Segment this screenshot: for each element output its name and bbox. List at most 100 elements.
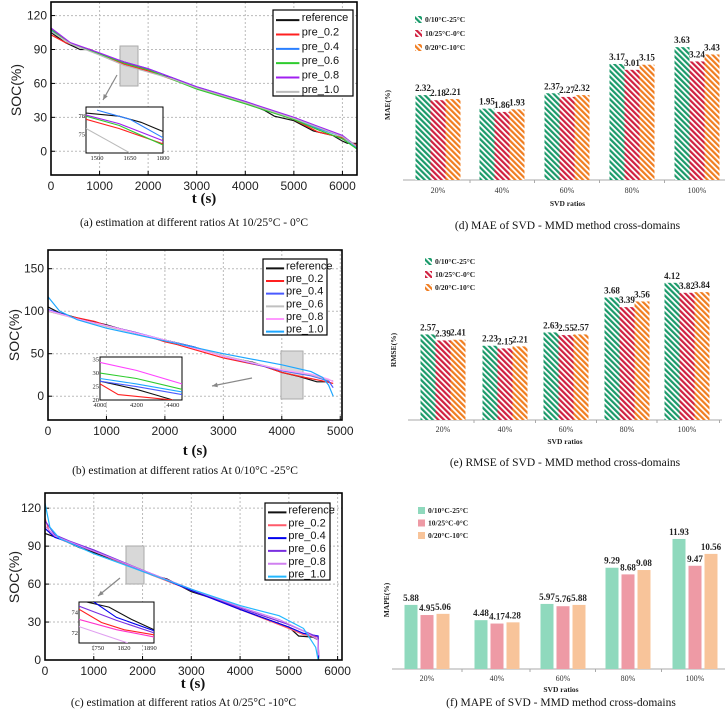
bar-value-label: 2.32 [574, 83, 590, 93]
bar-80%-0 [609, 63, 625, 181]
bar-80%-1 [621, 574, 635, 669]
line-chart-c [44, 492, 343, 661]
bar-value-label: 11.93 [669, 527, 689, 537]
inset-x-tick-label: 4400 [166, 402, 179, 409]
x-tick-label: 60% [560, 186, 575, 195]
line-chart-b [47, 249, 343, 421]
y-tick-label: 90 [28, 539, 42, 553]
bar-value-label: 3.15 [639, 53, 655, 63]
legend-swatch [418, 519, 425, 527]
inset-line [100, 380, 174, 400]
bar-value-label: 4.28 [505, 610, 521, 620]
inset-line [100, 377, 182, 393]
legend [262, 258, 328, 336]
plot-frame [50, 1, 358, 176]
inset-y-tick-label: 78 [79, 113, 86, 120]
bar-60%-1 [556, 606, 570, 669]
inset-line [86, 115, 163, 146]
bar-value-label: 2.55 [558, 323, 574, 333]
x-tick-label: 100% [678, 425, 697, 434]
bar-80%-2 [637, 570, 651, 669]
y-axis-label: MAPE(%) [382, 582, 391, 617]
bar-80%-1 [619, 307, 635, 420]
x-tick-label: 60% [559, 425, 574, 434]
series-line-pre_1.0 [45, 502, 319, 660]
x-tick-label: 5000 [275, 664, 302, 678]
bar-value-label: 9.08 [636, 558, 652, 568]
legend-label: reference [286, 260, 332, 272]
chart-caption: (b) estimation at different ratios At 0/… [72, 465, 298, 477]
inset-line [79, 608, 154, 636]
legend-label: pre_0.6 [288, 543, 325, 555]
x-tick-label: 0 [45, 424, 52, 438]
legend-label: pre_0.6 [302, 55, 339, 67]
y-axis-label: RMSE(%) [389, 332, 398, 367]
inset-line [79, 618, 154, 638]
bar-value-label: 2.63 [543, 320, 559, 330]
bar-40%-0 [479, 108, 495, 180]
chart-caption: (a) estimation at different ratios At 10… [80, 217, 308, 229]
bar-100%-0 [674, 47, 690, 180]
series-line-pre_0.8 [51, 27, 357, 149]
legend [264, 502, 331, 581]
x-tick-label: 40% [495, 186, 510, 195]
bar-value-label: 2.57 [573, 322, 589, 332]
x-tick-label: 40% [490, 674, 505, 683]
bar-value-label: 10.56 [701, 542, 722, 552]
inset-y-tick-label: 25 [93, 384, 100, 391]
bar-value-label: 5.88 [571, 593, 587, 603]
x-tick-label: 20% [431, 186, 446, 195]
legend-label: pre_0.4 [288, 530, 325, 542]
bar-40%-2 [512, 346, 528, 420]
series-line-reference [45, 532, 320, 660]
bar-40%-1 [490, 623, 504, 669]
legend-swatch [425, 258, 432, 265]
x-tick-label: 80% [625, 186, 640, 195]
bar-60%-1 [558, 335, 574, 420]
arrow-head [103, 94, 108, 100]
series-group [51, 27, 357, 153]
bar-80%-0 [604, 297, 620, 420]
x-tick-label: 100% [688, 186, 707, 195]
y-tick-label: 90 [34, 42, 48, 56]
bar-value-label: 2.21 [512, 334, 528, 344]
bar-value-label: 9.29 [604, 556, 620, 566]
x-tick-label: 4000 [227, 664, 254, 678]
bar-100%-2 [704, 54, 720, 180]
bar-value-label: 2.21 [445, 87, 461, 97]
inset-line [86, 114, 163, 142]
legend-swatch [418, 532, 425, 539]
legend-label: 0/20°C-10°C [425, 43, 465, 52]
bar-value-label: 2.57 [420, 322, 436, 332]
bar-60%-1 [559, 96, 575, 180]
bar-value-label: 2.39 [435, 328, 451, 338]
inset-x-tick-label: 4000 [94, 402, 107, 409]
bar-40%-2 [509, 109, 525, 180]
bar-value-label: 9.47 [687, 554, 703, 564]
series-line-pre_1.0 [51, 30, 357, 150]
bar-value-label: 2.23 [482, 334, 498, 344]
inset-line [79, 605, 154, 634]
inset-series [86, 109, 163, 153]
inset-line [100, 372, 182, 390]
legend-label: 0/20°C-10°C [428, 531, 468, 540]
bar-value-label: 3.84 [694, 280, 710, 290]
bar-60%-2 [574, 95, 590, 180]
bar-40%-1 [494, 111, 510, 180]
x-axis-label: SVD ratios [543, 685, 578, 694]
bar-value-label: 2.32 [415, 83, 431, 93]
inset-y-tick-label: 35 [93, 357, 100, 364]
y-tick-label: 0 [37, 389, 44, 403]
line-chart-a [50, 1, 358, 176]
bar-value-label: 1.86 [494, 100, 510, 110]
legend-label: pre_0.8 [286, 311, 323, 323]
legend-label: pre_1.0 [286, 324, 323, 336]
x-tick-label: 3000 [183, 179, 210, 193]
inset-line [100, 361, 182, 385]
inset-x-tick-label: 1500 [91, 155, 104, 162]
x-axis-label: SVD ratios [550, 199, 585, 208]
bar-100%-1 [688, 565, 702, 669]
x-tick-label: 3000 [178, 664, 205, 678]
legend-label: pre_0.2 [286, 273, 323, 285]
legend-swatch [415, 16, 422, 23]
